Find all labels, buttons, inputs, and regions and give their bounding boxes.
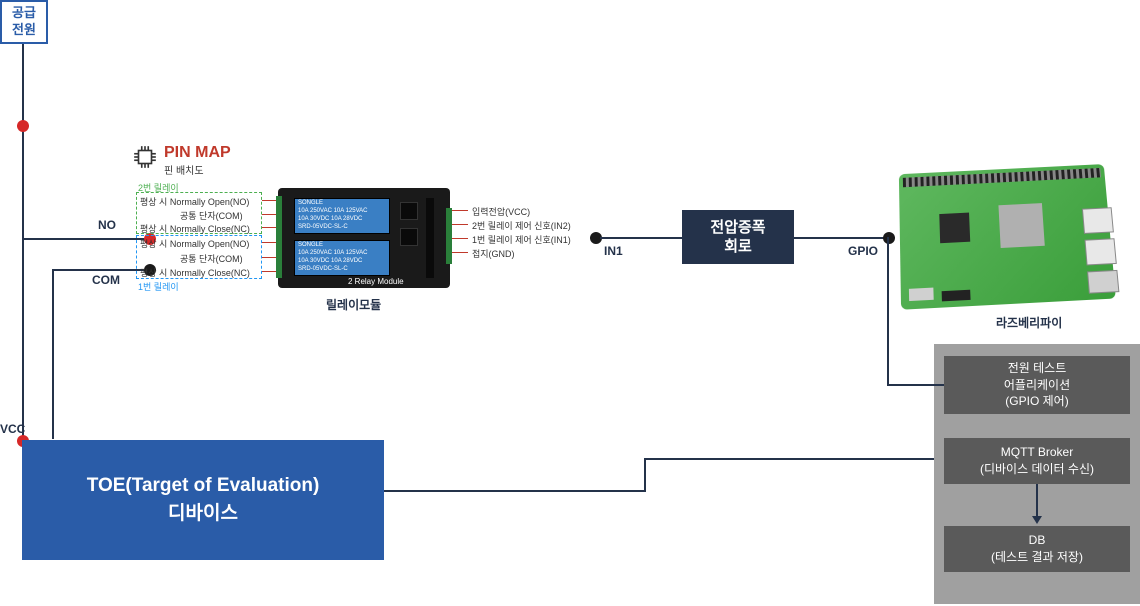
- wire-power-down: [22, 44, 24, 440]
- wire-in1-amp: [600, 237, 682, 239]
- arrow-mqtt-db-line: [1036, 484, 1038, 518]
- amp-circuit-box: 전압증폭 회로: [682, 210, 794, 264]
- arrow-mqtt-db: [1032, 516, 1042, 524]
- wire-app-pi: [887, 237, 889, 385]
- pin-left-4: 공통 단자(COM): [180, 252, 243, 265]
- stack-mqtt: MQTT Broker (디바이스 데이터 수신): [944, 438, 1130, 484]
- pin-left-0: 평상 시 Normally Open(NO): [140, 195, 249, 208]
- raspberry-pi: [899, 164, 1116, 310]
- label-no: NO: [98, 218, 116, 232]
- junction-top: [17, 120, 29, 132]
- label-in1: IN1: [604, 244, 623, 258]
- label-vcc: VCC: [0, 422, 25, 436]
- relay-caption: 릴레이모듈: [326, 296, 381, 313]
- stack-app: 전원 테스트 어플리케이션 (GPIO 제어): [944, 356, 1130, 414]
- pin-right-3: 접지(GND): [472, 247, 515, 260]
- wire-toe-mqtt-h2: [644, 458, 944, 460]
- pinwire-r0: [452, 210, 468, 211]
- pin-right-1: 2번 릴레이 제어 신호(IN2): [472, 219, 571, 232]
- pinwire-r1: [452, 224, 468, 225]
- relay1-label: 1번 릴레이: [138, 280, 179, 293]
- pin-right-0: 입력전압(VCC): [472, 205, 530, 218]
- pin-left-2: 평상 시 Normally Close(NC): [140, 222, 250, 235]
- power-supply-box: 공급 전원: [0, 0, 48, 44]
- wire-app-pi-h: [887, 384, 944, 386]
- stack-db: DB (테스트 결과 저장): [944, 526, 1130, 572]
- pinmap-subtitle: 핀 배치도: [164, 162, 204, 177]
- pinmap-title: PIN MAP: [164, 144, 231, 162]
- label-gpio: GPIO: [848, 244, 878, 258]
- label-com: COM: [92, 273, 120, 287]
- wire-amp-gpio: [794, 237, 886, 239]
- pin-right-2: 1번 릴레이 제어 신호(IN1): [472, 233, 571, 246]
- pin-left-5: 평상 시 Normally Close(NC): [140, 266, 250, 279]
- chip-icon: [132, 144, 158, 170]
- pin-left-3: 평상 시 Normally Open(NO): [140, 237, 249, 250]
- rpi-caption: 라즈베리파이: [996, 314, 1062, 331]
- wire-no: [23, 238, 150, 240]
- relay2-label: 2번 릴레이: [138, 181, 179, 194]
- pin-left-1: 공통 단자(COM): [180, 209, 243, 222]
- pinwire-r3: [452, 252, 468, 253]
- junction-gpio: [883, 232, 895, 244]
- wire-com-v: [52, 269, 54, 439]
- pinwire-r2: [452, 238, 468, 239]
- wire-toe-mqtt-v: [644, 458, 646, 492]
- toe-box: TOE(Target of Evaluation) 디바이스: [22, 440, 384, 560]
- relay-module: SONGLE 10A 250VAC 10A 125VAC 10A 30VDC 1…: [278, 188, 450, 288]
- wire-toe-mqtt: [384, 490, 646, 492]
